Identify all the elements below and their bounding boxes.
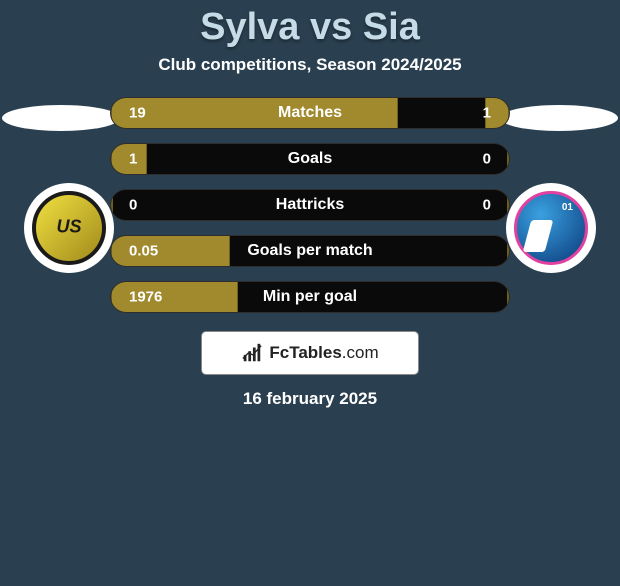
stat-row-hattricks: 0 0 Hattricks bbox=[110, 189, 510, 221]
stat-value-right: 1 bbox=[483, 105, 491, 122]
club-badge-right-icon bbox=[514, 191, 588, 265]
stat-value-left: 0 bbox=[129, 197, 137, 214]
brand-plate[interactable]: FcTables.com bbox=[201, 331, 419, 375]
subtitle: Club competitions, Season 2024/2025 bbox=[0, 55, 620, 75]
stat-value-left: 1976 bbox=[129, 289, 162, 306]
stat-row-min-per-goal: 1976 Min per goal bbox=[110, 281, 510, 313]
club-badge-left bbox=[24, 183, 114, 273]
stat-bar-right bbox=[507, 282, 509, 312]
chart-icon bbox=[241, 342, 263, 364]
stat-row-goals-per-match: 0.05 Goals per match bbox=[110, 235, 510, 267]
page-title: Sylva vs Sia bbox=[0, 6, 620, 49]
player-left-marker bbox=[2, 105, 120, 131]
club-badge-left-icon bbox=[32, 191, 106, 265]
stat-label: Goals bbox=[288, 150, 332, 168]
stat-label: Hattricks bbox=[276, 196, 344, 214]
stat-label: Min per goal bbox=[263, 288, 357, 306]
update-date: 16 february 2025 bbox=[0, 389, 620, 409]
comparison-stage: 19 1 Matches 1 0 Goals 0 0 Hattricks 0.05 Goals pe… bbox=[0, 97, 620, 313]
stat-label: Goals per match bbox=[247, 242, 372, 260]
stat-value-left: 0.05 bbox=[129, 243, 158, 260]
stat-row-goals: 1 0 Goals bbox=[110, 143, 510, 175]
stat-bar-left bbox=[111, 98, 398, 128]
stat-bar-right bbox=[507, 144, 509, 174]
stat-value-left: 19 bbox=[129, 105, 146, 122]
stat-bars: 19 1 Matches 1 0 Goals 0 0 Hattricks 0.05 Goals pe… bbox=[110, 97, 510, 313]
stat-value-left: 1 bbox=[129, 151, 137, 168]
club-badge-right bbox=[506, 183, 596, 273]
stat-value-right: 0 bbox=[483, 151, 491, 168]
player-right-marker bbox=[500, 105, 618, 131]
stat-value-right: 0 bbox=[483, 197, 491, 214]
stat-row-matches: 19 1 Matches bbox=[110, 97, 510, 129]
stat-label: Matches bbox=[278, 104, 342, 122]
brand-domain: .com bbox=[342, 343, 379, 362]
brand-name: FcTables bbox=[269, 343, 341, 362]
brand-text: FcTables.com bbox=[269, 343, 378, 363]
